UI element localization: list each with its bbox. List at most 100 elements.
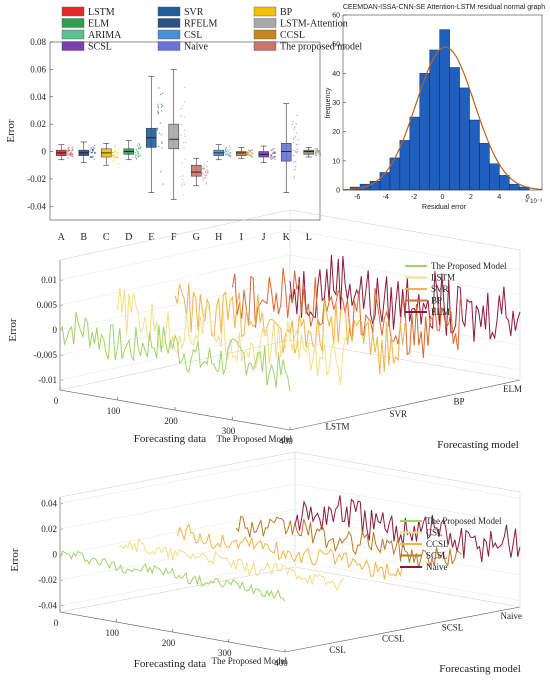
box-point [248,152,250,154]
box-body [280,143,292,162]
series-line [177,523,403,580]
box-point [296,114,298,117]
box-point [293,161,295,163]
box-point [315,151,317,154]
series-line [235,515,462,569]
series-line [59,311,291,392]
box-point [157,107,159,109]
box-point [183,116,186,118]
box-point [181,107,183,109]
histogram-bar [459,87,470,191]
histogram-bar [489,163,500,191]
box-point [229,152,231,154]
histogram-bar [439,29,450,191]
box-point [229,156,232,158]
box-point [139,154,142,156]
box-point [314,149,316,152]
box-point [227,153,229,156]
box-point [271,155,273,158]
model-tick-label: CSL [329,645,346,655]
box-point [138,142,140,145]
box-point [204,171,207,173]
box-point [183,193,185,196]
box-point [248,153,250,156]
boxplot-category-label: E [148,232,154,243]
boxplot-category-label: A [58,232,66,243]
box-point [184,158,186,160]
box-point [228,145,231,147]
xtick-label: 300 [222,426,236,436]
boxplot-ytick-label: 0.06 [30,64,46,74]
grid-line [59,483,521,530]
box-point [182,175,184,177]
box-point [161,147,163,149]
box-point [134,156,137,159]
box-point [138,144,141,146]
box-point [135,158,138,160]
legend-swatch [157,29,181,40]
box-point [134,154,137,156]
box-point [248,149,250,151]
box-point [93,151,96,154]
xlabel: Forecasting data [134,433,207,445]
boxplot-category-label: B [80,232,87,243]
ztick-label: -0.04 [38,601,57,611]
boxplot-category-label: D [125,232,132,243]
box-point [92,155,94,158]
box-point [227,149,229,151]
boxplot-category-label: C [103,232,110,243]
box-point [159,122,162,124]
box-point [112,157,114,159]
box-point [226,146,228,149]
xlabel: Forecasting data [134,658,207,670]
box-point [294,135,297,138]
series-line [294,495,521,563]
box-point [294,160,297,163]
box-point [319,153,321,156]
box-point [183,133,186,136]
box-point [156,110,159,112]
legend-label: BP [431,296,442,306]
box-point [246,152,249,155]
boxplot-frame [49,41,321,221]
histogram-ylabel: frequency [325,87,332,118]
box-point [274,156,277,158]
box-body [235,151,247,156]
box-point [67,152,69,155]
histogram-bar [379,172,391,191]
box-point [204,175,206,177]
box-point [272,148,274,150]
model-tick-label: Naive [501,611,523,621]
histogram-bar [469,119,480,191]
box-point [292,138,294,141]
ztick-label: 0 [53,325,58,335]
boxplot-panel: -0.04 -0.02 0 0.02 0.04 0.06 0.08 Error A B C D E F G H… [5,6,362,243]
legend-swatch [253,6,277,17]
legend-swatch [253,29,277,40]
legend-swatch [157,41,181,51]
boxplot-ytick-label: 0 [42,147,47,157]
box-point [295,123,297,125]
box-point [113,155,116,157]
box-point [270,158,272,160]
box-point [319,152,321,154]
box-point [184,141,187,144]
series-line [59,550,286,602]
histogram-bar [449,67,460,191]
ztick-label: 0.04 [41,498,57,508]
box-point [183,101,186,103]
legend-label: Naive [426,562,448,572]
legend-label: The proposed model [280,42,362,53]
box-point [114,153,116,155]
box-point [137,153,139,155]
box-point [71,153,73,155]
box-point [203,164,206,166]
model-tick-label: The Proposed Model [217,434,293,444]
histogram-bar [399,140,411,191]
xtick-label: 400 [279,436,293,446]
grid-line [59,254,521,306]
legend-label: CSL [184,30,202,41]
boxplot-ytick-label: -0.02 [27,174,46,184]
model-tick-label: LSTM [325,422,349,432]
